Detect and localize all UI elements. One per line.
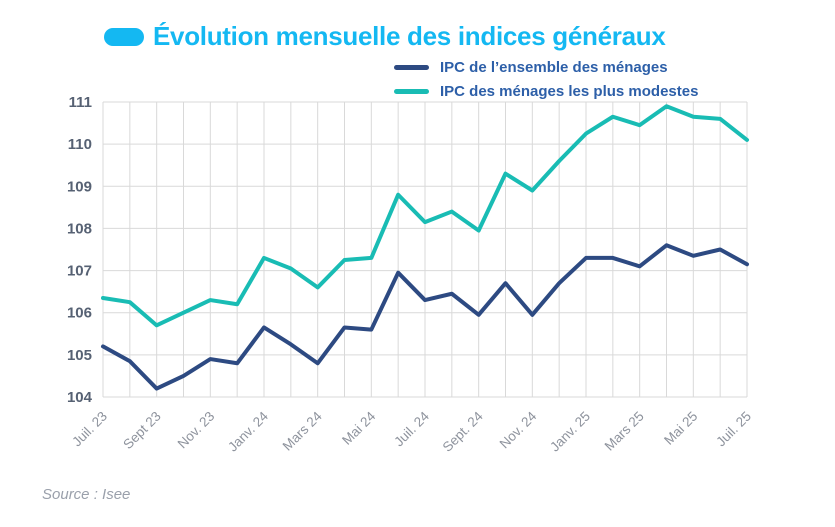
x-tick-label: Mai 25 (661, 409, 700, 448)
y-tick-label: 106 (67, 305, 92, 322)
chart-title: Évolution mensuelle des indices généraux (153, 21, 666, 51)
legend-item-modestes: IPC des ménages les plus modestes (394, 83, 698, 100)
x-tick-label: Nov. 23 (175, 409, 218, 452)
y-tick-label: 111 (69, 94, 92, 111)
y-tick-label: 109 (67, 178, 92, 195)
x-tick-label: Mars 25 (602, 409, 647, 454)
x-tick-label: Mars 24 (280, 408, 325, 453)
legend-label-ensemble: IPC de l’ensemble des ménages (440, 59, 668, 76)
y-tick-label: 105 (67, 347, 92, 364)
legend-item-ensemble: IPC de l’ensemble des ménages (394, 59, 698, 76)
x-tick-label: Sept 23 (120, 409, 164, 453)
x-tick-label: Janv. 24 (225, 408, 271, 454)
series-line-modestes (101, 104, 749, 328)
title-pill-icon (104, 27, 144, 46)
source-note: Source : Isee (42, 486, 131, 503)
x-tick-label: Sept. 24 (440, 408, 487, 455)
chart-legend: IPC de l’ensemble des ménages IPC des mé… (394, 59, 698, 100)
legend-label-modestes: IPC des ménages les plus modestes (440, 83, 699, 100)
x-tick-label: Juil. 25 (713, 409, 754, 450)
line-chart: 104 105 106 107 108 109 110 111 Juil. 23 Sept 23 N… (67, 94, 754, 455)
series-line-ensemble (101, 243, 749, 391)
legend-line-swatch-modestes (394, 89, 429, 94)
legend-line-swatch-ensemble (394, 65, 429, 70)
y-tick-label: 110 (68, 136, 92, 153)
y-tick-label: 107 (67, 263, 92, 280)
y-tick-label: 104 (67, 389, 93, 406)
title-row: Évolution mensuelle des indices généraux (104, 21, 666, 52)
x-tick-label: Juil. 24 (391, 408, 432, 449)
x-tick-label: Janv. 25 (547, 409, 593, 455)
y-tick-label: 108 (67, 220, 92, 237)
x-tick-label: Nov. 24 (497, 408, 540, 451)
x-tick-label: Mai 24 (339, 408, 379, 448)
x-tick-label: Juil. 23 (69, 409, 110, 450)
